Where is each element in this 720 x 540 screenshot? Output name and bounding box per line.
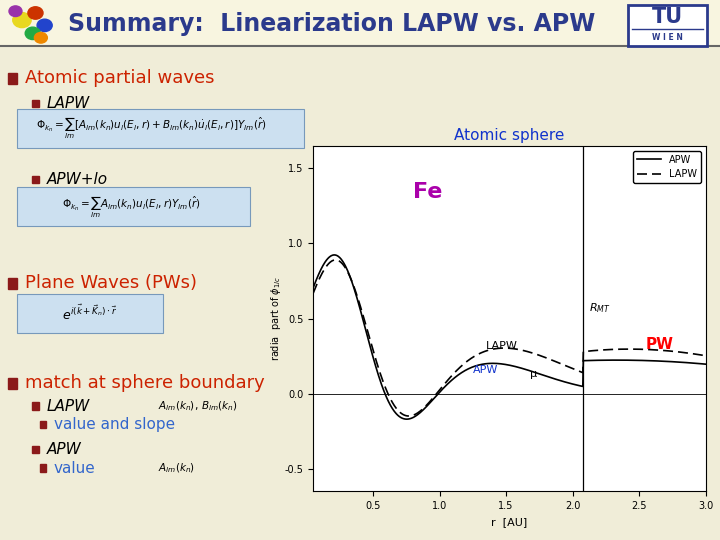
Bar xyxy=(8,378,17,389)
Text: value and slope: value and slope xyxy=(54,417,175,432)
Text: value: value xyxy=(54,461,96,476)
Text: LAPW: LAPW xyxy=(47,96,90,111)
Bar xyxy=(40,421,46,428)
Text: APW+lo: APW+lo xyxy=(47,172,108,187)
Text: plus another type of local orbital (lo): plus another type of local orbital (lo) xyxy=(328,199,608,214)
APW xyxy=(560,379,569,385)
Circle shape xyxy=(28,7,43,19)
LAPW xyxy=(331,256,340,263)
X-axis label: r  [AU]: r [AU] xyxy=(491,517,528,526)
Legend: APW, LAPW: APW, LAPW xyxy=(633,151,701,183)
APW xyxy=(538,372,546,378)
APW xyxy=(648,357,657,364)
Text: LAPW: LAPW xyxy=(486,341,518,350)
Circle shape xyxy=(35,32,48,43)
Text: Plane Waves (PWs): Plane Waves (PWs) xyxy=(25,274,197,293)
Bar xyxy=(8,278,17,289)
LAPW xyxy=(405,413,413,419)
Circle shape xyxy=(25,27,40,39)
APW xyxy=(701,361,710,367)
Line: LAPW: LAPW xyxy=(313,260,706,416)
Text: match at sphere boundary: match at sphere boundary xyxy=(25,374,265,393)
Text: $R_{MT}$: $R_{MT}$ xyxy=(588,301,611,315)
Text: Fe: Fe xyxy=(413,183,442,202)
Text: TU: TU xyxy=(652,6,683,26)
APW xyxy=(330,252,338,258)
LAPW xyxy=(538,353,546,360)
Text: W I E N: W I E N xyxy=(652,33,683,42)
LAPW xyxy=(309,290,318,296)
APW xyxy=(333,253,342,259)
APW xyxy=(309,285,318,291)
Circle shape xyxy=(37,19,52,31)
Circle shape xyxy=(13,12,31,28)
Bar xyxy=(32,446,39,453)
LAPW xyxy=(560,362,569,368)
Bar xyxy=(32,100,39,107)
Line: APW: APW xyxy=(313,255,706,419)
APW xyxy=(608,357,616,363)
APW xyxy=(548,375,557,381)
Text: $\Phi_{k_n}=\sum_{lm}[A_{lm}(k_n)u_l(E_l,r)+B_{lm}(k_n)\dot{u}_l(E_l,r)]Y_{lm}(\: $\Phi_{k_n}=\sum_{lm}[A_{lm}(k_n)u_l(E_l… xyxy=(36,116,266,141)
Text: Atomic partial waves: Atomic partial waves xyxy=(25,69,215,87)
LAPW xyxy=(648,347,657,353)
FancyBboxPatch shape xyxy=(17,294,163,333)
Text: $A_{lm}(k_n),\,B_{lm}(k_n)$: $A_{lm}(k_n),\,B_{lm}(k_n)$ xyxy=(158,399,238,413)
LAPW xyxy=(608,346,616,353)
FancyBboxPatch shape xyxy=(17,109,304,148)
LAPW xyxy=(701,353,710,359)
Bar xyxy=(8,73,17,84)
Text: $A_{lm}(k_n)$: $A_{lm}(k_n)$ xyxy=(158,461,196,475)
FancyBboxPatch shape xyxy=(628,4,707,46)
Text: APW: APW xyxy=(47,442,81,457)
LAPW xyxy=(548,357,557,363)
LAPW xyxy=(333,257,342,264)
Text: APW: APW xyxy=(473,364,498,375)
Text: $\Phi_{k_n}=\sum_{lm}A_{lm}(k_n)u_l(E_l,r)Y_{lm}(\hat{r})$: $\Phi_{k_n}=\sum_{lm}A_{lm}(k_n)u_l(E_l,… xyxy=(63,194,201,220)
Text: LAPW: LAPW xyxy=(47,399,90,414)
Text: PW: PW xyxy=(646,336,674,352)
Bar xyxy=(32,402,39,410)
Text: Summary:  Linearization LAPW vs. APW: Summary: Linearization LAPW vs. APW xyxy=(68,12,595,36)
Title: Atomic sphere: Atomic sphere xyxy=(454,128,564,143)
Bar xyxy=(0,0,720,46)
Circle shape xyxy=(9,6,22,17)
Text: μ: μ xyxy=(530,369,537,379)
Text: $e^{i(\vec{k}+\vec{K}_n)\cdot\vec{r}}$: $e^{i(\vec{k}+\vec{K}_n)\cdot\vec{r}}$ xyxy=(62,304,118,323)
Y-axis label: radia  part of $\phi_{1lc}$: radia part of $\phi_{1lc}$ xyxy=(269,276,283,361)
APW xyxy=(402,416,411,422)
FancyBboxPatch shape xyxy=(17,187,250,226)
Bar xyxy=(32,176,39,183)
Bar xyxy=(40,464,46,472)
